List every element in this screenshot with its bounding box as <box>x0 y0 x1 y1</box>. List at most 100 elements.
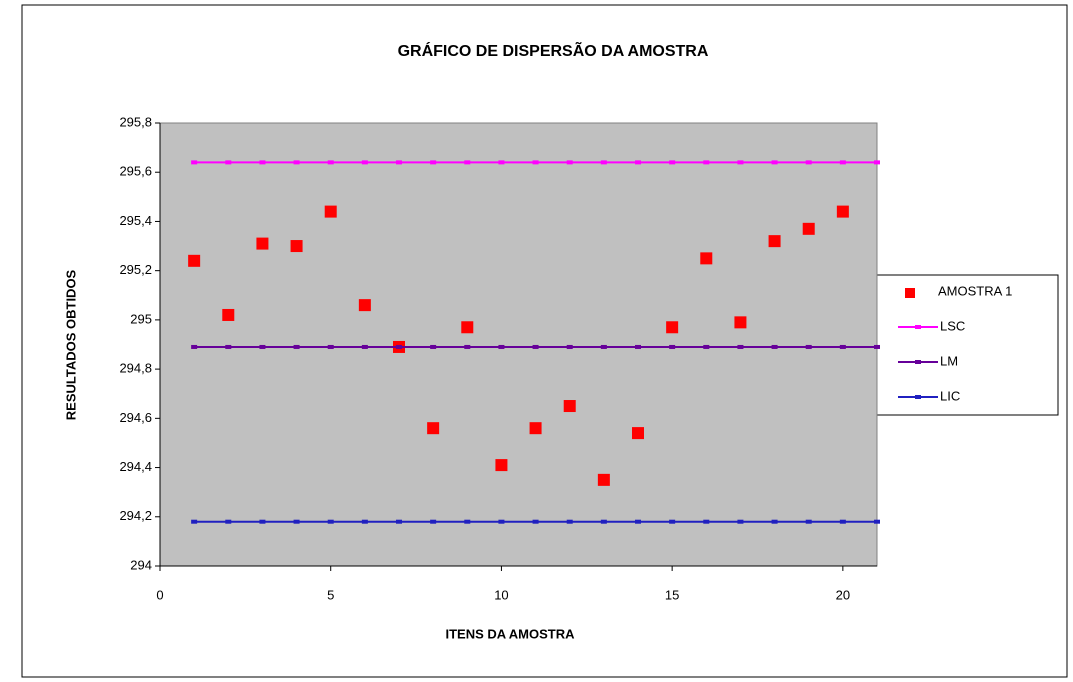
line-marker <box>259 344 266 349</box>
line-marker <box>805 160 812 165</box>
chart-title: GRÁFICO DE DISPERSÃO DA AMOSTRA <box>398 40 709 60</box>
point <box>700 252 713 265</box>
line-marker <box>600 519 607 524</box>
x-axis-title: ITENS DA AMOSTRA <box>445 626 575 641</box>
point <box>666 321 679 334</box>
legend-marker <box>915 395 921 399</box>
line-marker <box>669 160 676 165</box>
line-marker <box>225 344 232 349</box>
line-marker <box>669 519 676 524</box>
x-tick-label: 10 <box>494 587 508 602</box>
line-marker <box>259 519 266 524</box>
point <box>222 308 235 321</box>
line-marker <box>874 519 880 524</box>
line-marker <box>361 519 368 524</box>
x-tick-label: 20 <box>836 587 850 602</box>
line-marker <box>225 519 232 524</box>
line-marker <box>396 519 402 524</box>
line-marker <box>566 344 573 349</box>
line-marker <box>805 519 812 524</box>
point <box>256 237 269 250</box>
line-marker <box>805 344 812 349</box>
point <box>495 459 508 472</box>
line-marker <box>532 344 539 349</box>
legend-marker <box>905 288 915 298</box>
line-marker <box>635 160 641 165</box>
line-marker <box>771 160 778 165</box>
y-tick-label: 294,4 <box>119 459 152 474</box>
line-marker <box>191 160 198 165</box>
line-marker <box>635 344 641 349</box>
line-marker <box>839 160 846 165</box>
line-marker <box>464 160 471 165</box>
y-tick-label: 295 <box>130 311 152 326</box>
point <box>188 254 201 267</box>
point <box>597 473 610 486</box>
line-marker <box>600 160 607 165</box>
legend-box <box>871 274 1059 416</box>
y-tick-label: 294 <box>130 557 152 572</box>
line-marker <box>464 344 471 349</box>
line-marker <box>532 160 539 165</box>
line-marker <box>225 160 232 165</box>
point <box>734 316 747 329</box>
legend-label: LIC <box>940 388 960 403</box>
line-marker <box>327 519 334 524</box>
line-marker <box>669 344 676 349</box>
line-marker <box>327 160 334 165</box>
line-marker <box>361 160 368 165</box>
line-marker <box>566 519 573 524</box>
line-marker <box>839 344 846 349</box>
y-tick-label: 294,6 <box>119 410 152 425</box>
legend-marker <box>915 360 921 364</box>
point <box>529 422 542 435</box>
line-marker <box>703 519 710 524</box>
line-marker <box>430 160 437 165</box>
point <box>290 240 303 253</box>
line-marker <box>498 344 505 349</box>
line-marker <box>839 519 846 524</box>
y-tick-label: 294,8 <box>119 361 152 376</box>
line-marker <box>635 519 641 524</box>
y-axis-title: RESULTADOS OBTIDOS <box>63 269 78 420</box>
line-marker <box>600 344 607 349</box>
line-marker <box>498 160 505 165</box>
line-marker <box>396 344 402 349</box>
legend-label: LM <box>940 353 958 368</box>
line-marker <box>737 519 744 524</box>
line-marker <box>498 519 505 524</box>
point <box>802 222 815 235</box>
y-tick-label: 295,6 <box>119 164 152 179</box>
line-marker <box>737 344 744 349</box>
line-marker <box>703 160 710 165</box>
point <box>461 321 474 334</box>
point <box>427 422 440 435</box>
x-tick-label: 15 <box>665 587 679 602</box>
line-marker <box>771 519 778 524</box>
line-marker <box>327 344 334 349</box>
line-marker <box>771 344 778 349</box>
legend-label: LSC <box>940 318 965 333</box>
line-marker <box>566 160 573 165</box>
x-tick-label: 5 <box>327 587 334 602</box>
y-tick-label: 295,2 <box>119 262 152 277</box>
line-marker <box>293 519 300 524</box>
line-marker <box>464 519 471 524</box>
line-marker <box>361 344 368 349</box>
line-marker <box>396 160 402 165</box>
y-tick-label: 295,8 <box>119 114 152 129</box>
line-marker <box>293 160 300 165</box>
plot-area <box>159 122 878 567</box>
point <box>563 400 576 413</box>
line-marker <box>293 344 300 349</box>
point <box>358 299 371 312</box>
line-marker <box>737 160 744 165</box>
line-marker <box>703 344 710 349</box>
y-tick-label: 294,2 <box>119 508 152 523</box>
line-marker <box>191 519 198 524</box>
point <box>324 205 337 218</box>
line-marker <box>430 344 437 349</box>
line-marker <box>430 519 437 524</box>
line-marker <box>259 160 266 165</box>
